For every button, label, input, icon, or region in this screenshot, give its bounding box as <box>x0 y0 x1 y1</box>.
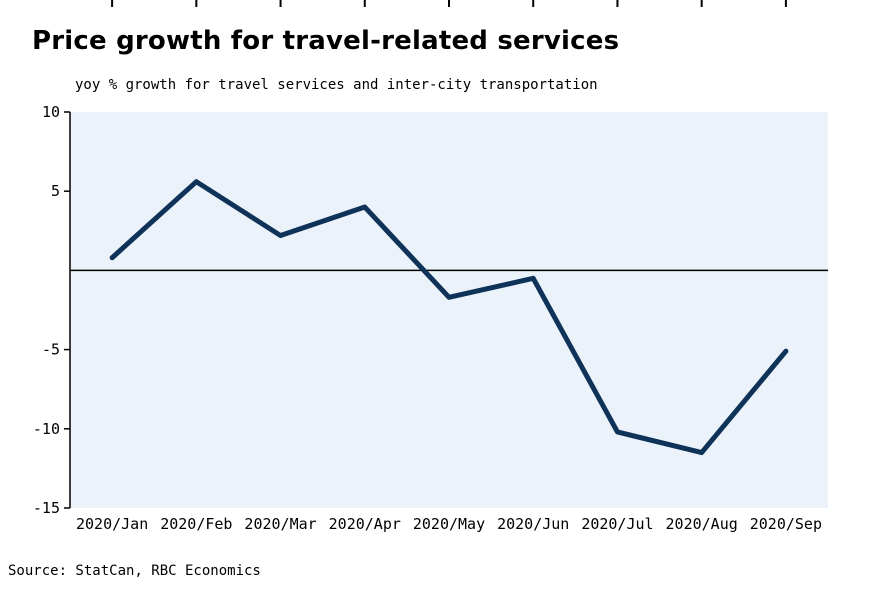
x-tick-label: 2020/Feb <box>160 515 232 533</box>
plot-area <box>70 112 828 508</box>
x-tick-label: 2020/May <box>413 515 485 533</box>
x-tick-label: 2020/Sep <box>750 515 822 533</box>
x-tick-label: 2020/Mar <box>244 515 316 533</box>
price-growth-line <box>109 179 789 456</box>
y-tick-label: -15 <box>33 499 60 517</box>
y-tick-label: 10 <box>42 103 60 121</box>
y-tick-label: -5 <box>42 341 60 359</box>
x-tick-label: 2020/Jul <box>581 515 653 533</box>
x-tick-label: 2020/Jun <box>497 515 569 533</box>
y-tick-label: -10 <box>33 420 60 438</box>
y-tick-label: 5 <box>51 182 60 200</box>
x-tick-label: 2020/Aug <box>666 515 738 533</box>
chart-title: Price growth for travel-related services <box>32 26 620 56</box>
chart-subtitle: yoy % growth for travel services and int… <box>75 77 598 93</box>
x-tick-label: 2020/Jan <box>76 515 148 533</box>
x-tick-label: 2020/Apr <box>329 515 401 533</box>
source-note: Source: StatCan, RBC Economics <box>8 563 261 579</box>
